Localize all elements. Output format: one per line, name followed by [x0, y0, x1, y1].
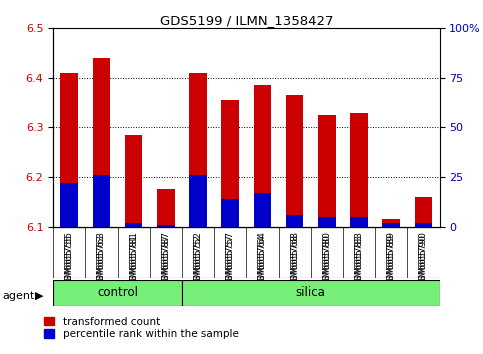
FancyBboxPatch shape: [182, 280, 440, 306]
Text: control: control: [97, 286, 138, 299]
Bar: [60, 183, 78, 227]
Bar: [350, 113, 368, 227]
Text: GSM665764: GSM665764: [258, 231, 267, 286]
Bar: [189, 175, 207, 227]
Text: GSM665752: GSM665752: [194, 234, 202, 289]
Bar: [254, 193, 271, 227]
Text: GSM665789: GSM665789: [387, 234, 396, 289]
Bar: [60, 73, 78, 227]
Bar: [125, 135, 142, 227]
Bar: [93, 175, 110, 227]
Bar: [125, 223, 142, 227]
Text: GSM665789: GSM665789: [387, 231, 396, 286]
Bar: [383, 223, 400, 227]
Bar: [318, 217, 336, 227]
Bar: [286, 95, 303, 227]
Text: GSM665763: GSM665763: [97, 234, 106, 289]
Text: GSM665768: GSM665768: [290, 234, 299, 289]
Bar: [414, 197, 432, 227]
Text: GSM665780: GSM665780: [322, 234, 331, 289]
Text: GSM665780: GSM665780: [322, 231, 331, 286]
Text: agent: agent: [2, 291, 35, 301]
Bar: [221, 199, 239, 227]
Bar: [221, 100, 239, 227]
Bar: [157, 189, 175, 227]
Bar: [286, 215, 303, 227]
Text: GSM665781: GSM665781: [129, 234, 138, 289]
Text: ▶: ▶: [35, 291, 43, 301]
Bar: [414, 223, 432, 227]
Title: GDS5199 / ILMN_1358427: GDS5199 / ILMN_1358427: [159, 14, 333, 27]
Bar: [350, 217, 368, 227]
Bar: [318, 115, 336, 227]
Bar: [93, 58, 110, 227]
Text: GSM665781: GSM665781: [129, 231, 138, 286]
Text: GSM665787: GSM665787: [161, 234, 170, 289]
Text: GSM665763: GSM665763: [97, 231, 106, 286]
Text: GSM665752: GSM665752: [194, 231, 202, 286]
Legend: transformed count, percentile rank within the sample: transformed count, percentile rank withi…: [44, 317, 239, 339]
Text: GSM665783: GSM665783: [355, 231, 364, 286]
Text: GSM665783: GSM665783: [355, 234, 364, 289]
FancyBboxPatch shape: [53, 280, 182, 306]
Bar: [383, 219, 400, 227]
Text: GSM665755: GSM665755: [65, 231, 74, 286]
Text: GSM665757: GSM665757: [226, 231, 235, 286]
Text: GSM665768: GSM665768: [290, 231, 299, 286]
Text: GSM665790: GSM665790: [419, 231, 428, 286]
Text: GSM665790: GSM665790: [419, 234, 428, 289]
Text: GSM665787: GSM665787: [161, 231, 170, 286]
Bar: [189, 73, 207, 227]
Text: GSM665757: GSM665757: [226, 234, 235, 289]
FancyBboxPatch shape: [53, 280, 440, 306]
Bar: [157, 224, 175, 227]
Text: silica: silica: [296, 286, 326, 299]
Bar: [254, 85, 271, 227]
Text: GSM665755: GSM665755: [65, 234, 74, 289]
Text: GSM665764: GSM665764: [258, 234, 267, 289]
